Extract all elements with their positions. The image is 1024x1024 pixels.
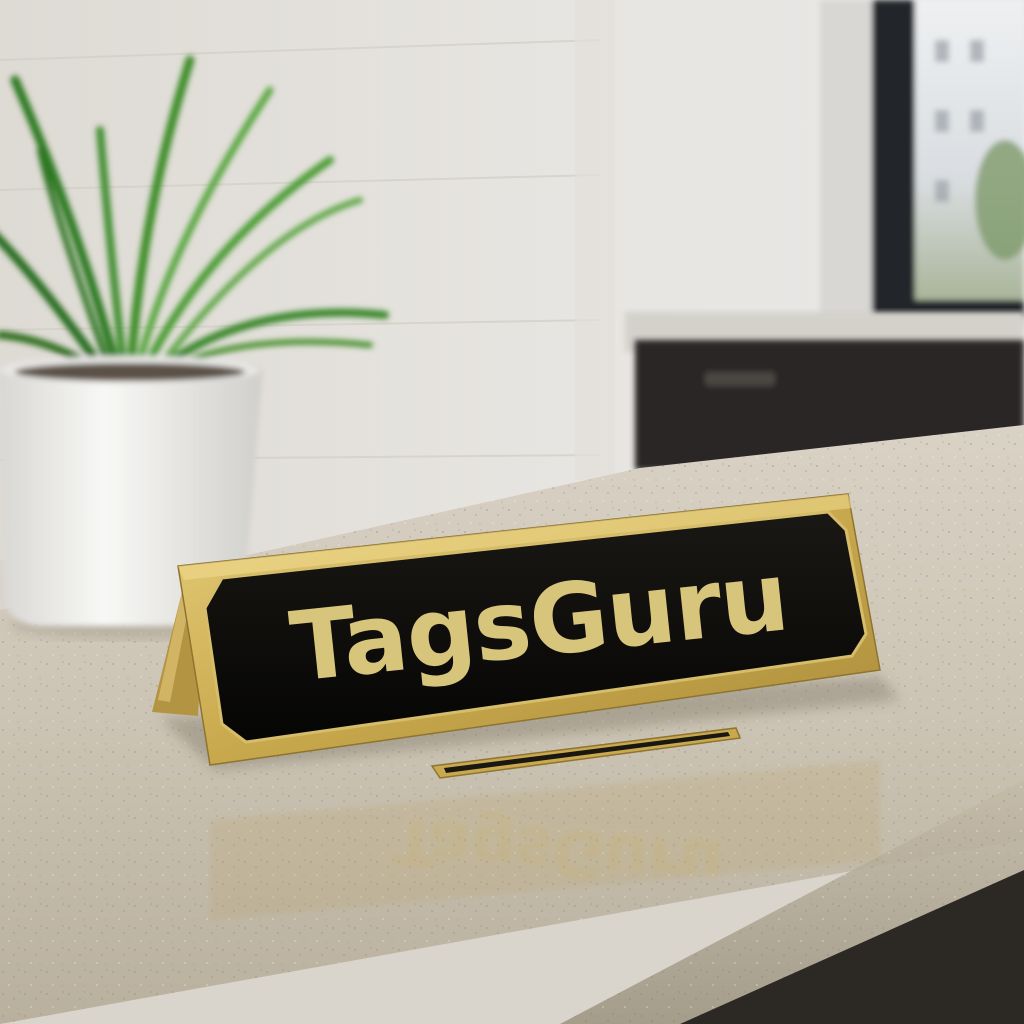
desk-nameplate: TagsGuru <box>177 493 881 766</box>
potted-plant <box>0 55 389 626</box>
window <box>820 0 1024 330</box>
brass-base-strip <box>430 727 742 779</box>
wall-corner <box>575 0 615 480</box>
white-pot <box>0 360 263 626</box>
cabinet-below <box>680 870 1024 1024</box>
sign-plate <box>203 510 868 744</box>
sign-reflection: TagsGuru <box>210 760 880 920</box>
